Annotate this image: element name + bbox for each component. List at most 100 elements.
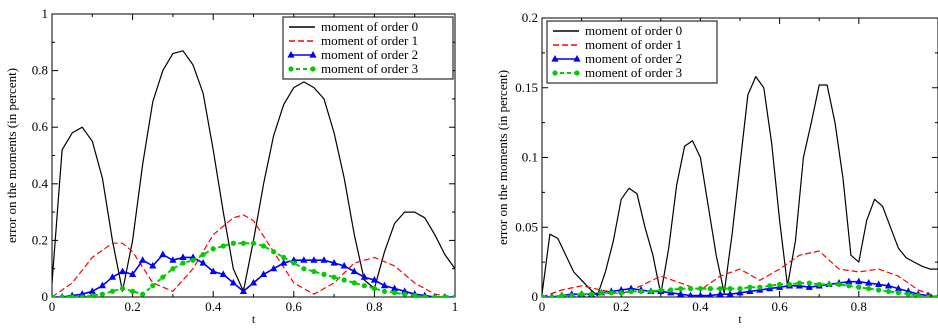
- series-point-triangle: [78, 290, 86, 297]
- series-point-circle: [301, 266, 307, 272]
- series-point-circle: [905, 291, 911, 297]
- series-point-circle: [210, 246, 216, 252]
- series-point-circle: [885, 288, 892, 295]
- left-chart: 0 0.2 0.4 0.6 0.8 1 0 0.2 0.4 0.6 0.8 1 t error on th…: [4, 6, 459, 326]
- series-point-circle: [422, 294, 428, 297]
- series-point-circle: [618, 290, 624, 296]
- legend-label: moment of order 2: [585, 51, 682, 66]
- series-point-circle: [391, 290, 398, 296]
- series-point-circle: [281, 254, 287, 260]
- legend-label: moment of order 2: [321, 47, 418, 62]
- series-point-triangle: [401, 287, 409, 294]
- x-tick-label: 0.8: [851, 299, 867, 314]
- y-tick-label: 0.2: [522, 10, 538, 25]
- series-point-triangle: [199, 259, 207, 266]
- series-point-triangle: [149, 261, 157, 269]
- series-point-circle: [412, 292, 418, 297]
- series-point-circle: [856, 284, 862, 290]
- series-point-triangle: [865, 279, 873, 286]
- series-point-circle: [109, 288, 116, 294]
- series-point-triangle: [270, 264, 278, 272]
- series-point-triangle: [390, 284, 399, 292]
- series-point-circle: [549, 294, 555, 297]
- series-point-triangle: [350, 267, 358, 275]
- series-point-circle: [687, 286, 694, 292]
- series-point-triangle: [179, 253, 187, 260]
- plot-area: [52, 50, 455, 297]
- series-point-triangle: [736, 288, 744, 296]
- series-point-circle: [727, 286, 733, 292]
- series-point-circle: [402, 291, 408, 297]
- series-point-circle: [579, 291, 585, 297]
- legend-marker-triangle: [551, 55, 559, 62]
- y-tick-label: 0.2: [32, 232, 48, 247]
- series-point-circle: [648, 288, 654, 295]
- legend-marker-circle: [288, 66, 294, 72]
- series-point-triangle: [280, 259, 288, 266]
- x-tick-label: 0.2: [124, 299, 140, 314]
- series-point-circle: [59, 294, 65, 297]
- series-point-circle: [99, 291, 105, 297]
- series-point-circle: [588, 291, 595, 297]
- y-tick-label: 1: [42, 6, 49, 21]
- series-point-circle: [816, 281, 822, 288]
- series-point-circle: [452, 294, 455, 297]
- series-point-circle: [836, 281, 842, 288]
- series-point-triangle: [159, 250, 167, 258]
- x-tick-label: 0.6: [771, 299, 788, 314]
- x-tick-label: 0.6: [286, 299, 303, 314]
- series-point-circle: [230, 240, 236, 246]
- series-point-circle: [866, 286, 872, 292]
- series-point-circle: [628, 288, 634, 295]
- series-point-triangle: [884, 281, 893, 289]
- series-point-circle: [271, 249, 277, 255]
- series-point-triangle: [805, 283, 813, 290]
- series-point-circle: [311, 268, 317, 275]
- series-point-circle: [757, 284, 763, 290]
- series-point-triangle: [687, 291, 694, 297]
- series-point-triangle: [88, 287, 96, 294]
- series-point-circle: [678, 286, 684, 292]
- series-point-triangle: [139, 256, 147, 263]
- series-point-triangle: [330, 259, 338, 266]
- series-line-0: [52, 50, 455, 292]
- series-point-circle: [806, 280, 812, 286]
- series-point-circle: [89, 292, 95, 297]
- series-point-circle: [925, 294, 931, 297]
- series-point-circle: [351, 280, 357, 286]
- series-point-circle: [786, 281, 793, 288]
- y-tick-label: 0.8: [32, 63, 48, 78]
- legend-marker-triangle: [287, 51, 295, 58]
- x-axis-label: t: [252, 312, 256, 326]
- series-point-circle: [895, 290, 902, 296]
- plot-area: [542, 75, 938, 297]
- series-point-circle: [935, 294, 938, 297]
- series-point-circle: [170, 266, 176, 272]
- series-point-triangle: [259, 270, 268, 277]
- x-tick-label: 0.4: [692, 299, 709, 314]
- series-point-circle: [381, 288, 388, 294]
- series-point-circle: [119, 285, 126, 292]
- x-tick-label: 1: [452, 299, 459, 314]
- series-point-triangle: [845, 277, 853, 285]
- series-point-triangle: [98, 281, 106, 289]
- series-point-circle: [707, 286, 713, 292]
- series-point-circle: [777, 281, 783, 288]
- series-point-circle: [220, 243, 226, 249]
- x-tick-label: 0: [49, 299, 56, 314]
- series-point-circle: [371, 285, 377, 292]
- series-point-triangle: [340, 261, 348, 269]
- x-tick-label: 0.4: [205, 299, 222, 314]
- series-point-circle: [190, 257, 196, 263]
- series-point-circle: [361, 283, 367, 289]
- legend-marker-circle: [552, 70, 558, 76]
- x-axis-label: t: [738, 312, 742, 326]
- legend-label: moment of order 3: [321, 61, 418, 76]
- series-point-triangle: [707, 291, 714, 297]
- series-point-triangle: [875, 280, 883, 288]
- series-point-circle: [796, 280, 803, 286]
- legend-label: moment of order 0: [585, 23, 682, 38]
- y-tick-label: 0: [532, 289, 539, 304]
- series-point-circle: [767, 283, 773, 289]
